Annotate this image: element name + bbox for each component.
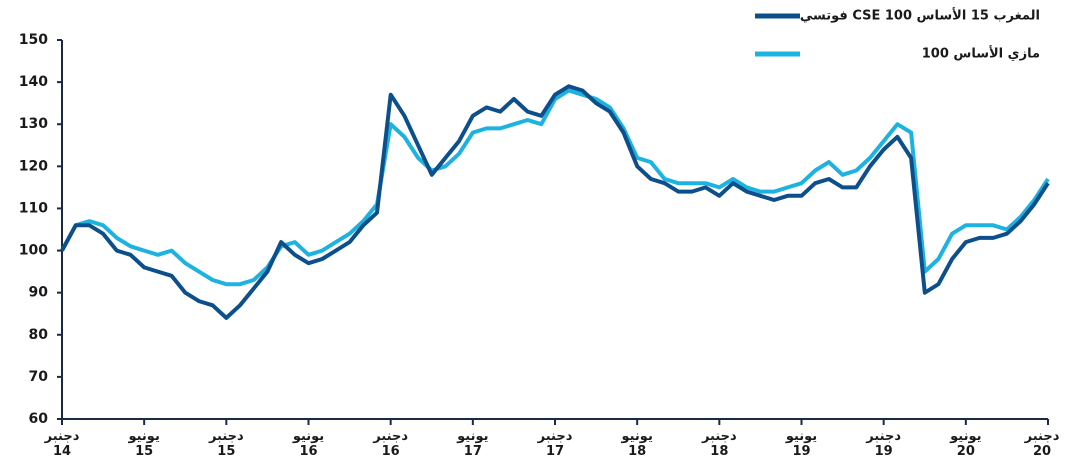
y-tick-label: 150	[19, 32, 48, 48]
x-tick-label: دجنبر 19	[866, 429, 902, 459]
y-tick-label: 60	[29, 411, 49, 427]
x-tick-label: دجنبر 20	[1024, 429, 1060, 459]
x-tick-label: يونيو 15	[128, 429, 160, 459]
x-tick-label: يونيو 19	[785, 429, 818, 459]
y-tick-label: 100	[19, 243, 48, 259]
x-tick-label: يونيو 18	[621, 429, 653, 459]
x-tick-label: يونيو 20	[950, 429, 982, 459]
x-tick-label: دجنبر 14	[44, 429, 80, 459]
x-tick-label: دجنبر 18	[701, 429, 737, 459]
legend-label: مازي الأساس 100	[922, 45, 1040, 62]
y-tick-label: 130	[19, 116, 48, 132]
x-tick-label: يونيو 17	[457, 429, 489, 459]
y-tick-label: 70	[29, 369, 49, 385]
y-tick-label: 120	[19, 158, 48, 174]
x-tick-label: دجنبر 17	[537, 429, 573, 459]
series-line	[60, 84, 1050, 320]
y-tick-label: 80	[29, 327, 49, 343]
y-tick-label: 110	[19, 200, 48, 216]
x-tick-label: دجنبر 16	[373, 429, 409, 459]
series-line	[60, 88, 1050, 287]
y-tick-label: 140	[19, 74, 48, 90]
x-tick-label: يونيو 16	[292, 429, 325, 459]
x-tick-label: دجنبر 15	[208, 429, 244, 459]
y-tick-label: 90	[29, 285, 49, 301]
legend-label: فوتسي CSE المغرب 15 الأساس 100	[800, 7, 1040, 24]
